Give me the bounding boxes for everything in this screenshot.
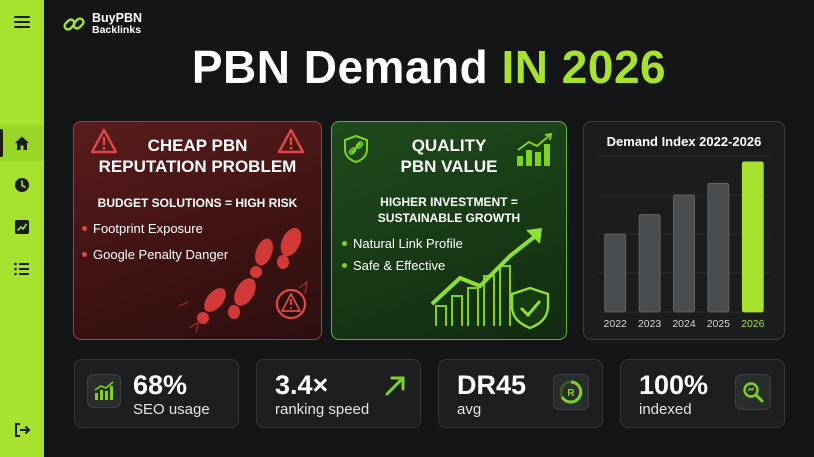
trend-icon xyxy=(15,220,29,234)
bullet-text: Google Penalty Danger xyxy=(93,247,229,262)
page-title: PBN Demand IN 2026 xyxy=(44,40,814,94)
logout-button[interactable] xyxy=(0,412,44,448)
chart-bar xyxy=(673,194,695,313)
stat-card-domain-rating: DR45 avg R xyxy=(438,359,603,428)
stat-value: 68% xyxy=(133,370,188,400)
list-item: Safe & Effective xyxy=(342,258,445,273)
quality-pbn-card: QUALITY PBN VALUE HIGHER INVESTMENT = SU… xyxy=(331,121,567,340)
home-icon xyxy=(15,136,29,150)
logout-icon xyxy=(15,423,31,437)
warning-icon xyxy=(90,128,118,154)
bar-chart-icon xyxy=(94,381,114,400)
stat-card-indexed: 100% indexed xyxy=(620,359,785,428)
stat-value: 3.4× xyxy=(275,370,329,400)
chart-tick-label: 2022 xyxy=(604,318,628,330)
title-main: PBN Demand xyxy=(191,41,502,93)
growth-chart-icon xyxy=(517,132,553,166)
sidebar-item-list[interactable] xyxy=(0,251,44,287)
quality-card-subheading-2: SUSTAINABLE GROWTH xyxy=(377,211,521,225)
quality-card-subheading-1: HIGHER INVESTMENT = xyxy=(380,195,518,209)
chart-tick-label: 2025 xyxy=(707,318,731,330)
cheap-pbn-card: CHEAP PBN REPUTATION PROBLEM BUDGET SOLU… xyxy=(73,121,322,340)
footprints-icon xyxy=(179,227,308,333)
magnifier-icon xyxy=(743,382,764,403)
chart-tick-label: 2023 xyxy=(638,318,662,330)
arrow-up-right-icon xyxy=(385,376,405,396)
link-shield-icon xyxy=(344,134,368,164)
cheap-card-heading-1: CHEAP PBN xyxy=(147,136,248,155)
stat-label: SEO usage xyxy=(133,401,210,418)
warning-icon xyxy=(277,128,305,154)
chart-bar xyxy=(638,214,661,313)
list-item: Google Penalty Danger xyxy=(82,247,228,262)
stat-label: indexed xyxy=(639,401,692,418)
bullet-text: Footprint Exposure xyxy=(93,221,203,236)
chart-bar xyxy=(707,182,730,313)
chart-bar xyxy=(604,233,627,313)
bullet-dot xyxy=(82,226,87,231)
sidebar-item-history[interactable] xyxy=(0,167,44,203)
quality-card-heading-2: PBN VALUE xyxy=(400,157,498,176)
stat-card-ranking-speed: 3.4× ranking speed xyxy=(256,359,421,428)
gauge-icon: R xyxy=(559,380,583,404)
bullet-dot xyxy=(82,252,87,257)
stat-label: avg xyxy=(457,401,482,418)
bullet-text: Safe & Effective xyxy=(353,258,446,273)
menu-button[interactable] xyxy=(0,4,44,40)
growth-arrow-icon xyxy=(430,228,550,330)
sidebar xyxy=(0,0,44,457)
bullet-text: Natural Link Profile xyxy=(353,236,463,251)
bullet-dot xyxy=(342,263,347,268)
brand-subname: Backlinks xyxy=(92,24,142,36)
bullet-dot xyxy=(342,241,347,246)
chart-title: Demand Index 2022-2026 xyxy=(606,134,762,149)
stat-card-seo-usage: 68% SEO usage xyxy=(74,359,239,428)
list-item: Natural Link Profile xyxy=(342,236,463,251)
list-icon xyxy=(14,262,29,276)
stat-label: ranking speed xyxy=(275,401,370,418)
title-accent: IN 2026 xyxy=(501,41,667,93)
chart-tick-label: 2024 xyxy=(672,318,696,330)
chart-bar xyxy=(741,161,764,313)
demand-chart-card: Demand Index 2022-2026 2022 2023 2024 2025 2… xyxy=(583,121,785,340)
brand-name: BuyPBN xyxy=(92,11,143,25)
cheap-card-heading-2: REPUTATION PROBLEM xyxy=(98,157,297,176)
svg-text:R: R xyxy=(567,388,575,399)
stat-value: 100% xyxy=(639,370,709,400)
menu-icon xyxy=(14,16,30,28)
sidebar-item-trends[interactable] xyxy=(0,209,44,245)
chart-tick-label: 2026 xyxy=(741,318,765,330)
clock-icon xyxy=(15,178,29,192)
brand-logo[interactable]: BuyPBN Backlinks xyxy=(62,12,142,36)
quality-card-heading-1: QUALITY xyxy=(411,136,487,155)
cheap-card-subheading: BUDGET SOLUTIONS = HIGH RISK xyxy=(97,196,298,210)
sidebar-item-home[interactable] xyxy=(0,125,44,161)
list-item: Footprint Exposure xyxy=(82,221,203,236)
stat-value: DR45 xyxy=(457,370,527,400)
chain-link-icon xyxy=(63,17,85,31)
demand-bar-chart: 2022 2023 2024 2025 2026 xyxy=(598,155,770,330)
